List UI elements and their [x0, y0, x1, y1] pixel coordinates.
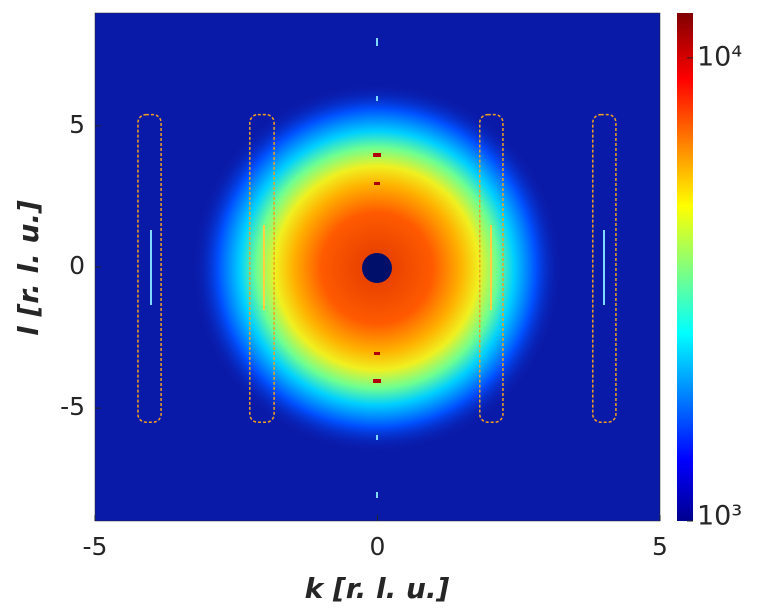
colorbar — [677, 13, 693, 521]
y-tick-label: 0 — [69, 251, 85, 280]
highlight-region — [479, 113, 504, 423]
highlight-region — [137, 113, 162, 423]
y-tick-label: -5 — [60, 392, 85, 421]
highlight-region — [592, 113, 617, 423]
y-axis-label: l [r. l. u.] — [12, 200, 45, 336]
x-axis-label: k [r. l. u.] — [305, 572, 450, 605]
intensity-map — [95, 13, 660, 521]
x-tick-label: 0 — [370, 532, 386, 561]
x-tick-label: 5 — [652, 532, 668, 561]
colorbar-tick-label: 10⁴ — [697, 41, 742, 72]
x-tick-label: -5 — [83, 532, 108, 561]
colorbar-tick-label: 10³ — [697, 501, 742, 532]
y-tick-label: 5 — [69, 110, 85, 139]
highlight-region — [249, 113, 275, 423]
